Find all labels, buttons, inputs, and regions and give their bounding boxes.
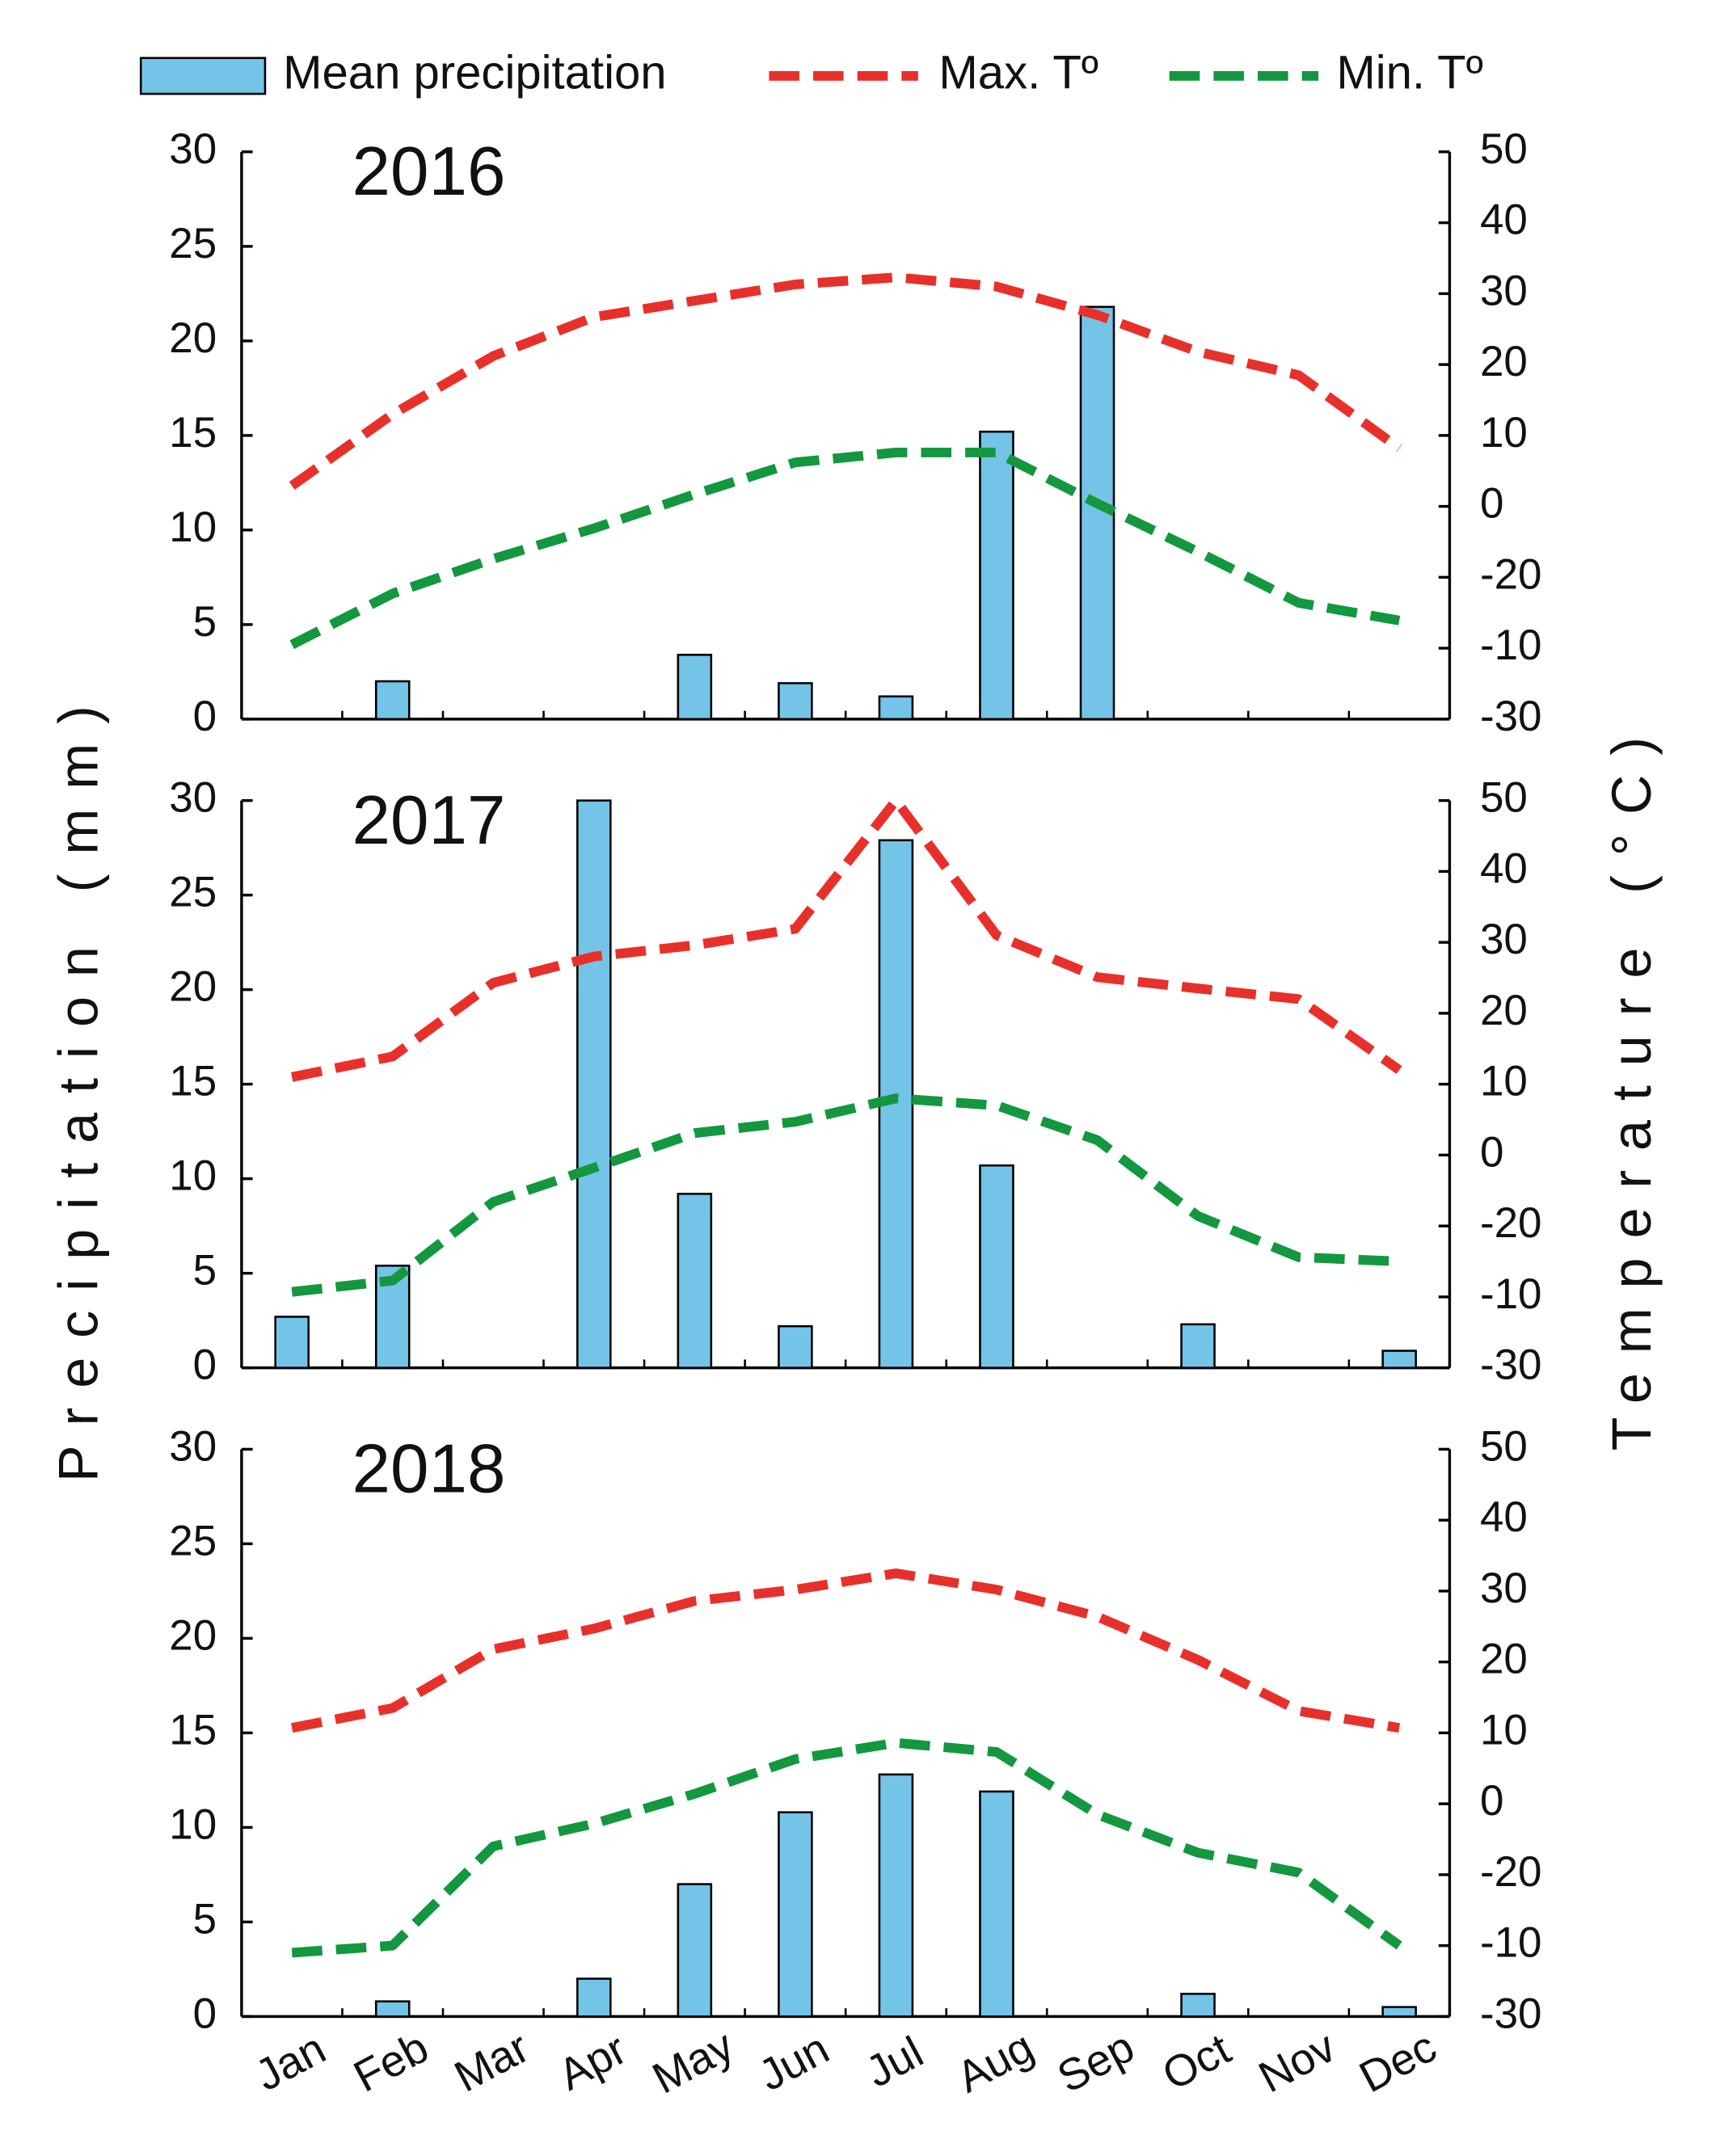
y-tick-label: 25 <box>169 1517 217 1564</box>
y-tick-label: 0 <box>193 693 217 740</box>
bar <box>878 1773 914 2018</box>
x-tick-label: Nov <box>1250 2022 1343 2103</box>
y-tick-label: 0 <box>193 1341 217 1389</box>
x-tick-label: Apr <box>550 2024 635 2100</box>
y-tick-label: 5 <box>193 1895 217 1943</box>
y-tick-label: 10 <box>169 1152 217 1200</box>
legend-label: Min. Tº <box>1336 46 1482 99</box>
y2-tick-label: 30 <box>1480 267 1528 314</box>
bar <box>1381 2006 1417 2018</box>
x-tick-label: Jan <box>247 2023 333 2100</box>
y2-tick-label: 30 <box>1480 916 1528 963</box>
y-tick-label: 15 <box>169 1706 217 1754</box>
y2-tick-label: 10 <box>1480 1058 1528 1105</box>
y2-tick-label: 50 <box>1480 774 1528 822</box>
temperature-line <box>290 795 1402 1082</box>
y-tick-label: 30 <box>169 1422 217 1470</box>
bar <box>374 680 411 721</box>
x-tick-label: Dec <box>1351 2022 1444 2102</box>
y2-tick-label: -10 <box>1480 1270 1542 1318</box>
y-tick-label: 30 <box>169 774 217 822</box>
y2-tick-label: 10 <box>1480 1706 1528 1754</box>
bar <box>677 1883 713 2018</box>
x-tick-label: Mar <box>446 2023 537 2102</box>
y2-tick-label: -20 <box>1480 1848 1542 1896</box>
y2-tick-label: 50 <box>1480 125 1528 173</box>
y-tick-label: 5 <box>193 598 217 646</box>
bar <box>979 1790 1014 2018</box>
temperature-line <box>289 447 1401 650</box>
y2-tick-label: -30 <box>1480 1341 1542 1389</box>
bar <box>576 799 612 1369</box>
y2-tick-label: -20 <box>1480 1199 1542 1247</box>
y2-tick-label: -10 <box>1480 621 1542 669</box>
y2-tick-label: -30 <box>1480 1990 1542 2037</box>
y2-tick-label: 0 <box>1480 1128 1503 1176</box>
y2-tick-label: 0 <box>1480 480 1503 528</box>
bar <box>1381 1350 1417 1369</box>
bar <box>1180 1323 1216 1369</box>
y-tick-label: 20 <box>169 963 217 1011</box>
y-tick-label: 25 <box>169 220 217 267</box>
panel-title: 2017 <box>352 782 506 859</box>
bar <box>1180 1993 1216 2018</box>
x-tick-label: Oct <box>1154 2024 1238 2100</box>
bar <box>274 1316 310 1369</box>
y-tick-label: 25 <box>169 869 217 916</box>
chart-area: Mean precipitation Max. Tº Min. Tº 2016 0 5 10… <box>48 46 1663 2103</box>
y2-axis-title: Temperature (°C) <box>1601 718 1663 1451</box>
y2-tick-label: 20 <box>1480 1636 1528 1683</box>
temperature-line <box>289 272 1402 491</box>
y2-tick-label: 40 <box>1480 844 1528 892</box>
x-tick-label: Jul <box>858 2027 930 2097</box>
panel-title: 2016 <box>352 133 506 210</box>
y2-tick-label: -10 <box>1480 1919 1542 1967</box>
y-tick-label: 15 <box>169 409 217 457</box>
bar <box>979 1164 1014 1369</box>
x-tick-label: Aug <box>949 2022 1041 2103</box>
y2-tick-label: 50 <box>1480 1422 1528 1470</box>
temperature-line <box>291 1093 1400 1297</box>
temperature-line <box>291 1568 1401 1733</box>
x-tick-label: Sep <box>1049 2022 1141 2103</box>
y2-tick-label: 10 <box>1480 409 1528 457</box>
y-tick-label: 0 <box>193 1990 217 2037</box>
y-tick-label: 15 <box>169 1058 217 1105</box>
y2-tick-label: 40 <box>1480 1493 1528 1541</box>
legend-swatch <box>139 57 267 95</box>
bar <box>778 1324 813 1369</box>
y2-tick-label: -30 <box>1480 693 1542 740</box>
y2-tick-label: 40 <box>1480 196 1528 244</box>
y2-tick-label: 30 <box>1480 1564 1528 1612</box>
x-tick-label: Jun <box>751 2023 837 2100</box>
y2-tick-label: 20 <box>1480 338 1528 385</box>
x-tick-label: May <box>645 2020 742 2103</box>
legend-label: Max. Tº <box>938 46 1098 99</box>
bar <box>878 695 914 721</box>
y-tick-label: 20 <box>169 1611 217 1659</box>
bar <box>778 1811 813 2018</box>
bar <box>677 654 713 721</box>
y2-tick-label: 0 <box>1480 1777 1503 1825</box>
bar <box>576 1977 612 2018</box>
bar <box>979 430 1014 721</box>
y2-tick-label: -20 <box>1480 550 1542 598</box>
temperature-line <box>291 1737 1402 1958</box>
y2-tick-label: 20 <box>1480 987 1528 1034</box>
bar <box>778 682 813 721</box>
y-tick-label: 20 <box>169 314 217 362</box>
y-tick-label: 10 <box>169 1800 217 1848</box>
panel-title: 2018 <box>352 1431 506 1508</box>
legend-label: Mean precipitation <box>283 46 666 99</box>
y-tick-label: 30 <box>169 125 217 173</box>
x-tick-label: Feb <box>346 2023 436 2102</box>
bar <box>374 2000 411 2018</box>
bar <box>677 1193 713 1369</box>
y-axis-title: Precipitation (mm) <box>48 686 110 1482</box>
y-tick-label: 10 <box>169 503 217 551</box>
y-tick-label: 5 <box>193 1247 217 1295</box>
